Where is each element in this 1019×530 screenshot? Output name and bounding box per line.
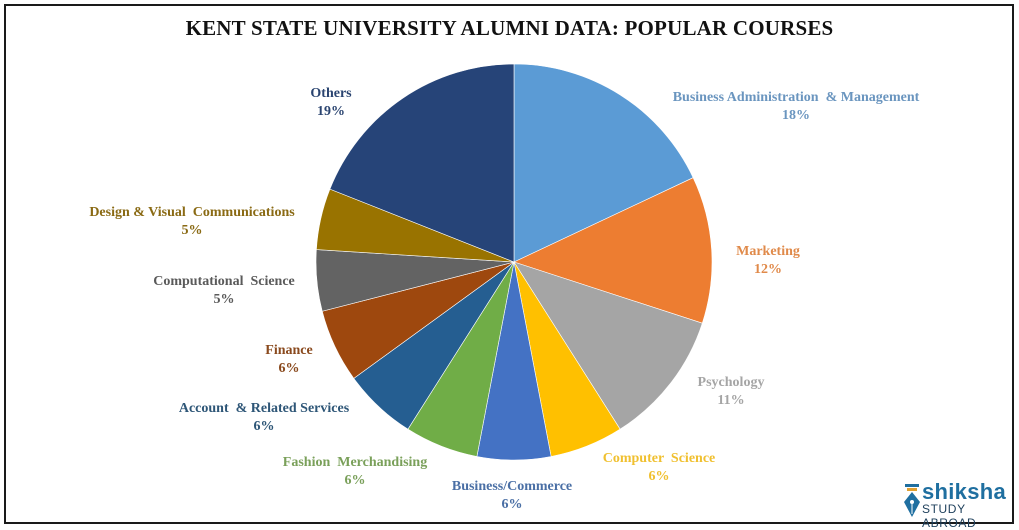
slice-label-percent: 6%	[344, 473, 366, 488]
chart-frame	[4, 4, 1014, 524]
slice-label-name: Marketing	[736, 244, 800, 259]
slice-label-name: Business Administration & Management	[672, 90, 920, 105]
shiksha-logo: shiksha STUDY ABROAD	[900, 479, 1010, 530]
slice-label: Others 19%	[310, 85, 351, 121]
slice-label-name: Business/Commerce	[451, 479, 573, 494]
slice-label-name: Computational Science	[153, 274, 295, 289]
chart-title: KENT STATE UNIVERSITY ALUMNI DATA: POPUL…	[185, 16, 834, 40]
logo-subtitle: STUDY ABROAD	[922, 502, 977, 530]
slice-label: Psychology 11%	[698, 374, 765, 410]
slice-label-percent: 5%	[213, 292, 235, 307]
slice-label: Design & Visual Communications 5%	[89, 204, 294, 240]
slice-label-name: Computer Science	[602, 451, 716, 466]
slice-label-percent: 6%	[501, 497, 523, 512]
slice-label-percent: 6%	[648, 469, 670, 484]
slice-label-percent: 5%	[181, 223, 203, 238]
slice-label-percent: 11%	[717, 393, 745, 408]
pie-slice	[513, 63, 694, 263]
slice-label-name: Design & Visual Communications	[89, 205, 295, 220]
slice-label: Account & Related Services 6%	[179, 400, 349, 436]
pie-slice	[513, 261, 703, 430]
slice-label-percent: 12%	[753, 262, 782, 277]
pen-nib-icon	[904, 484, 920, 517]
slice-label-percent: 19%	[317, 104, 345, 119]
slice-label-name: Account & Related Services	[178, 401, 350, 416]
slice-label-name: Others	[310, 86, 352, 101]
slice-label-percent: 6%	[278, 361, 300, 376]
slice-label-name: Psychology	[697, 375, 765, 390]
slice-label-percent: 6%	[253, 419, 275, 434]
slice-label: Computational Science 5%	[153, 273, 295, 309]
slice-label: Business/Commerce 6%	[452, 478, 572, 514]
slice-label: Finance 6%	[265, 342, 312, 378]
pie-slice	[513, 177, 713, 324]
slice-label: Business Administration & Management 18%	[673, 89, 920, 125]
pie-slice	[329, 63, 515, 263]
slice-label: Computer Science 6%	[603, 450, 716, 486]
slice-label: Marketing 12%	[736, 243, 800, 279]
logo-brand: shiksha	[922, 479, 1007, 504]
slice-label-percent: 18%	[781, 108, 810, 123]
slice-label-name: Fashion Merchandising	[282, 455, 428, 470]
slice-label-name: Finance	[265, 343, 313, 358]
slice-label: Fashion Merchandising 6%	[283, 454, 427, 490]
